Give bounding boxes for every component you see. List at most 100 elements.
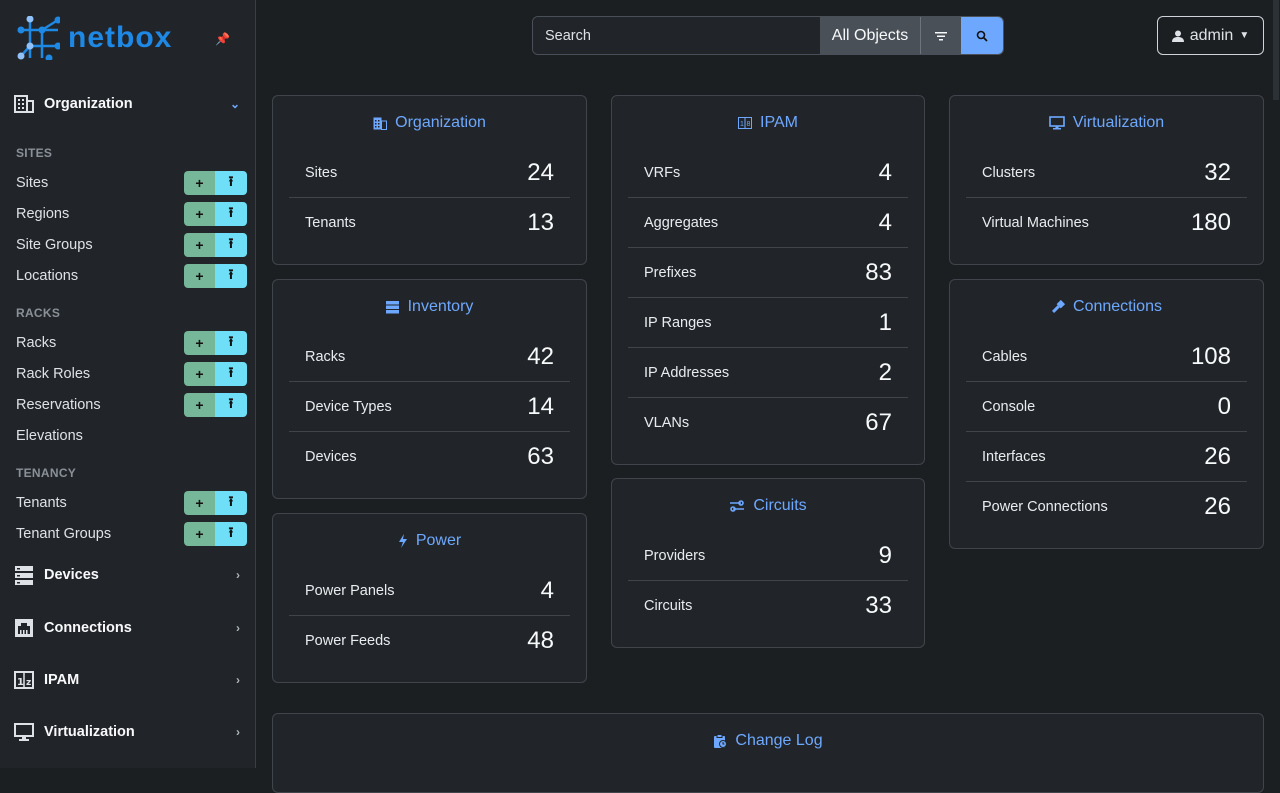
- sidebar-item-racks[interactable]: Racks + ⭱: [16, 331, 247, 355]
- search-input[interactable]: Search: [533, 17, 820, 54]
- menu-label: Organization: [44, 96, 133, 112]
- stat-row[interactable]: Device Types 14: [289, 382, 570, 432]
- chevron-right-icon: ›: [236, 673, 240, 687]
- stat-row[interactable]: Prefixes 83: [628, 248, 908, 298]
- card-title-text: Virtualization: [1072, 114, 1165, 131]
- stat-value: 14: [527, 392, 554, 420]
- stat-row[interactable]: IP Ranges 1: [628, 298, 908, 348]
- sidebar-item-regions[interactable]: Regions + ⭱: [16, 202, 247, 226]
- add-button[interactable]: +: [184, 202, 215, 226]
- card-title[interactable]: Power: [289, 514, 570, 566]
- stat-row[interactable]: VLANs 67: [628, 398, 908, 448]
- sidebar-item-rack-roles[interactable]: Rack Roles + ⭱: [16, 362, 247, 386]
- import-button[interactable]: ⭱: [215, 362, 247, 386]
- filter-button[interactable]: [921, 17, 961, 54]
- import-button[interactable]: ⭱: [215, 331, 247, 355]
- import-button[interactable]: ⭱: [215, 393, 247, 417]
- sidebar-item-label: Rack Roles: [16, 366, 91, 382]
- add-button[interactable]: +: [184, 522, 215, 546]
- stat-row[interactable]: Racks 42: [289, 332, 570, 382]
- add-button[interactable]: +: [184, 362, 215, 386]
- item-actions: + ⭱: [184, 522, 247, 546]
- search-scope-select[interactable]: All Objects: [820, 17, 921, 54]
- circuit-icon: [729, 499, 745, 513]
- chevron-down-icon: ⌄: [229, 97, 240, 111]
- stat-row[interactable]: Providers 9: [628, 531, 908, 581]
- sidebar-item-tenants[interactable]: Tenants + ⭱: [16, 491, 247, 515]
- add-button[interactable]: +: [184, 491, 215, 515]
- monitor-icon: [1049, 116, 1065, 130]
- stat-row[interactable]: Devices 63: [289, 432, 570, 482]
- stat-row[interactable]: Clusters 32: [966, 148, 1247, 198]
- card-title[interactable]: Circuits: [628, 479, 908, 531]
- card-title[interactable]: Organization: [289, 96, 570, 148]
- stat-row[interactable]: Power Connections 26: [966, 482, 1247, 532]
- card-title[interactable]: Connections: [966, 280, 1247, 332]
- upload-icon: ⭱: [228, 204, 234, 220]
- sidebar-item-label: Site Groups: [16, 237, 93, 253]
- pin-sidebar-icon[interactable]: 📌: [215, 32, 230, 46]
- card-changelog: Change Log: [272, 713, 1264, 793]
- stat-label: Power Connections: [982, 499, 1108, 515]
- stat-row[interactable]: Virtual Machines 180: [966, 198, 1247, 248]
- stat-row[interactable]: Cables 108: [966, 332, 1247, 382]
- stat-row[interactable]: Console 0: [966, 382, 1247, 432]
- stat-row[interactable]: Interfaces 26: [966, 432, 1247, 482]
- add-button[interactable]: +: [184, 171, 215, 195]
- card-title[interactable]: Inventory: [289, 280, 570, 332]
- add-button[interactable]: +: [184, 331, 215, 355]
- stat-label: IP Addresses: [644, 364, 730, 381]
- import-button[interactable]: ⭱: [215, 491, 247, 515]
- stat-label: IP Ranges: [644, 314, 712, 331]
- card-title[interactable]: Virtualization: [966, 96, 1247, 148]
- user-menu-button[interactable]: admin ▼: [1157, 16, 1264, 55]
- menu-organization[interactable]: Organization ⌄: [14, 94, 240, 114]
- menu-devices[interactable]: Devices ›: [14, 565, 240, 585]
- import-button[interactable]: ⭱: [215, 233, 247, 257]
- sidebar-item-site-groups[interactable]: Site Groups + ⭱: [16, 233, 247, 257]
- card-ipam: 1 8 IPAM VRFs 4 Aggregates 4 Prefixes 83 IP Range…: [611, 95, 925, 465]
- sidebar-item-label: Sites: [16, 175, 49, 191]
- menu-connections[interactable]: Connections ›: [14, 618, 240, 638]
- sidebar-item-sites[interactable]: Sites + ⭱: [16, 171, 247, 195]
- card-rows: Cables 108 Console 0 Interfaces 26 Power Conne…: [966, 332, 1247, 548]
- stat-row[interactable]: Tenants 13: [289, 198, 570, 248]
- netbox-logo[interactable]: netbox: [16, 16, 172, 60]
- add-button[interactable]: +: [184, 393, 215, 417]
- import-button[interactable]: ⭱: [215, 522, 247, 546]
- card-rows: Racks 42 Device Types 14 Devices 63: [289, 332, 570, 498]
- import-button[interactable]: ⭱: [215, 264, 247, 288]
- stat-label: Prefixes: [644, 264, 697, 281]
- plus-icon: +: [195, 237, 204, 253]
- stat-row[interactable]: VRFs 4: [628, 148, 908, 198]
- sidebar-item-locations[interactable]: Locations + ⭱: [16, 264, 247, 288]
- stat-row[interactable]: IP Addresses 2: [628, 348, 908, 398]
- stat-value: 63: [527, 443, 554, 470]
- stat-label: Power Feeds: [305, 633, 391, 649]
- sidebar-item-reservations[interactable]: Reservations + ⭱: [16, 393, 247, 417]
- sidebar-item-tenant-groups[interactable]: Tenant Groups + ⭱: [16, 522, 247, 546]
- sidebar: netbox 📌 Organization ⌄ SITES RACKS TENA…: [0, 0, 256, 768]
- menu-virtualization[interactable]: Virtualization ›: [14, 722, 240, 742]
- card-title[interactable]: Change Log: [289, 714, 1247, 766]
- stat-row[interactable]: Power Panels 4: [289, 566, 570, 616]
- stat-row[interactable]: Circuits 33: [628, 581, 908, 631]
- sidebar-item-elevations[interactable]: Elevations: [16, 424, 247, 448]
- stat-label: Providers: [644, 547, 706, 564]
- import-button[interactable]: ⭱: [215, 202, 247, 226]
- stat-value: 108: [1190, 342, 1231, 370]
- add-button[interactable]: +: [184, 233, 215, 257]
- sidebar-item-label: Regions: [16, 206, 70, 222]
- sidebar-item-label: Elevations: [16, 428, 83, 444]
- stat-value: 0: [1217, 392, 1231, 420]
- stat-row[interactable]: Sites 24: [289, 148, 570, 198]
- upload-icon: ⭱: [228, 364, 234, 380]
- stat-row[interactable]: Power Feeds 48: [289, 616, 570, 666]
- stat-row[interactable]: Aggregates 4: [628, 198, 908, 248]
- scrollbar[interactable]: [1272, 0, 1280, 768]
- import-button[interactable]: ⭱: [215, 171, 247, 195]
- search-button[interactable]: [961, 17, 1003, 54]
- card-title[interactable]: 1 8 IPAM: [628, 96, 908, 148]
- add-button[interactable]: +: [184, 264, 215, 288]
